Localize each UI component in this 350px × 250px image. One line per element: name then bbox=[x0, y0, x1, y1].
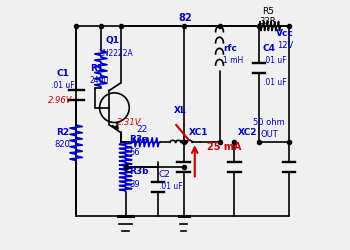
Text: 25 mA: 25 mA bbox=[207, 142, 241, 152]
Text: R3b: R3b bbox=[129, 168, 149, 176]
Text: 820: 820 bbox=[55, 140, 70, 149]
Text: XC1: XC1 bbox=[189, 128, 208, 137]
Text: C4: C4 bbox=[263, 44, 276, 53]
Text: 50 ohm: 50 ohm bbox=[253, 118, 285, 127]
Text: C2: C2 bbox=[159, 170, 171, 179]
Text: C1: C1 bbox=[56, 68, 69, 78]
Text: 2N2222A: 2N2222A bbox=[98, 49, 133, 58]
Text: Vcc: Vcc bbox=[276, 29, 294, 38]
Text: .01 uF: .01 uF bbox=[159, 182, 183, 191]
Text: 1 mH: 1 mH bbox=[223, 56, 244, 65]
Text: R3a: R3a bbox=[129, 135, 148, 144]
Text: OUT: OUT bbox=[260, 130, 278, 139]
Text: .01 uF: .01 uF bbox=[263, 56, 286, 65]
Text: R2: R2 bbox=[56, 128, 69, 137]
Text: R1: R1 bbox=[90, 64, 103, 72]
Text: XL: XL bbox=[174, 106, 186, 115]
Text: 33R: 33R bbox=[259, 17, 276, 26]
Text: Q1: Q1 bbox=[106, 36, 120, 46]
Text: 2400: 2400 bbox=[90, 76, 109, 85]
Text: .01 uF: .01 uF bbox=[51, 81, 74, 90]
Text: 12V: 12V bbox=[277, 41, 293, 50]
Text: 82: 82 bbox=[178, 13, 192, 23]
Text: 22: 22 bbox=[136, 126, 147, 134]
Text: 39: 39 bbox=[129, 180, 140, 189]
Text: XC2: XC2 bbox=[238, 128, 258, 137]
Text: 2.96V: 2.96V bbox=[48, 96, 72, 105]
Text: R5: R5 bbox=[262, 7, 274, 16]
Text: rfc: rfc bbox=[223, 44, 237, 53]
Text: .01 uF: .01 uF bbox=[263, 78, 286, 88]
Text: 2.31V: 2.31V bbox=[117, 118, 141, 127]
Text: 56: 56 bbox=[129, 148, 140, 157]
